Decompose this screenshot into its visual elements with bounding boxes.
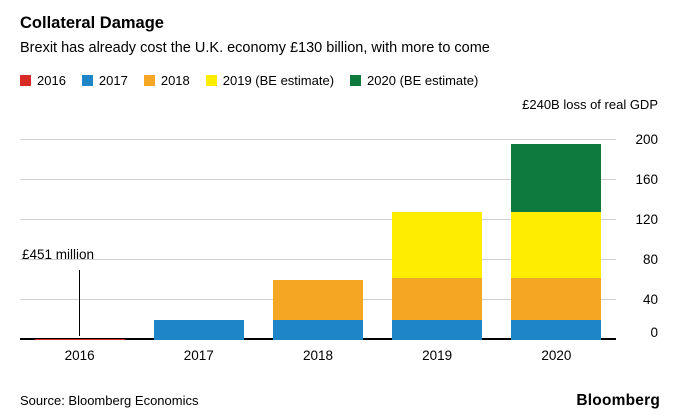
bar-segment-2017 bbox=[392, 320, 483, 340]
bar-segment-2018 bbox=[392, 278, 483, 320]
x-axis-spacer bbox=[616, 348, 660, 363]
y-tick-label: 200 bbox=[635, 132, 658, 147]
y-tick-label: 160 bbox=[635, 172, 658, 187]
y-axis: 0 40 80 120 160 200 bbox=[616, 132, 660, 340]
gridline bbox=[20, 259, 616, 260]
legend-label: 2018 bbox=[160, 73, 190, 88]
x-tick-label-2020: 2020 bbox=[541, 348, 572, 363]
legend-swatch bbox=[205, 75, 217, 86]
chart-subtitle: Brexit has already cost the U.K. economy… bbox=[20, 40, 490, 56]
bar-segment-2019 bbox=[392, 212, 483, 278]
gridline bbox=[20, 179, 616, 180]
bar-segment-2017 bbox=[153, 320, 244, 340]
callout-label: £451 million bbox=[22, 247, 95, 262]
legend-swatch bbox=[350, 75, 362, 86]
x-axis: 2016 2017 2018 2019 2020 bbox=[20, 348, 660, 363]
bloomberg-logo: Bloomberg bbox=[576, 392, 660, 409]
bar-segment-2020 bbox=[511, 144, 602, 212]
y-tick-label: 80 bbox=[642, 252, 658, 267]
x-tick-label-2019: 2019 bbox=[422, 348, 453, 363]
bar-2018 bbox=[272, 280, 363, 340]
legend-item-2017: 2017 bbox=[81, 73, 128, 88]
callout-line bbox=[79, 270, 80, 336]
plot-area: £451 million bbox=[20, 132, 616, 340]
bar-2019 bbox=[392, 212, 483, 340]
source-text: Source: Bloomberg Economics bbox=[20, 393, 199, 408]
y-axis-title: £240B loss of real GDP bbox=[522, 97, 658, 112]
legend-item-2016: 2016 bbox=[20, 73, 66, 88]
legend-label: 2019 (BE estimate) bbox=[222, 73, 335, 88]
bar-segment-2018 bbox=[511, 278, 602, 320]
y-tick-label: 120 bbox=[635, 212, 658, 227]
bar-2016 bbox=[34, 339, 125, 340]
x-axis-labels: 2016 2017 2018 2019 2020 bbox=[20, 348, 616, 363]
bar-2020 bbox=[511, 144, 602, 340]
legend-label: 2020 (BE estimate) bbox=[367, 73, 479, 88]
bar-segment-2017 bbox=[272, 320, 363, 340]
x-tick-label-2016: 2016 bbox=[64, 348, 95, 363]
legend-swatch bbox=[20, 75, 31, 86]
y-tick-label: 40 bbox=[642, 292, 658, 307]
chart-area: £451 million 0 40 80 120 160 200 bbox=[20, 132, 660, 340]
gridline bbox=[20, 139, 616, 140]
legend-label: 2016 bbox=[37, 73, 66, 88]
y-tick-label: 0 bbox=[650, 325, 658, 340]
legend-swatch bbox=[81, 75, 93, 86]
page-title: Collateral Damage bbox=[20, 14, 164, 32]
x-tick-label-2017: 2017 bbox=[183, 348, 214, 363]
x-tick-label-2018: 2018 bbox=[302, 348, 333, 363]
bar-segment-2017 bbox=[511, 320, 602, 340]
bar-segment-2016 bbox=[34, 339, 125, 340]
gridline bbox=[20, 219, 616, 220]
bars bbox=[20, 132, 616, 340]
legend-item-2020: 2020 (BE estimate) bbox=[350, 73, 478, 88]
legend-label: 2017 bbox=[98, 73, 128, 88]
bar-segment-2018 bbox=[272, 280, 363, 320]
legend: 2016 2017 2018 2019 (BE estimate) 2020 (BE e… bbox=[20, 73, 660, 88]
footer: Source: Bloomberg Economics Bloomberg bbox=[20, 392, 660, 410]
legend-item-2018: 2018 bbox=[143, 73, 190, 88]
legend-swatch bbox=[143, 75, 155, 86]
bar-segment-2019 bbox=[511, 212, 602, 278]
legend-item-2019: 2019 (BE estimate) bbox=[205, 73, 335, 88]
bar-2017 bbox=[153, 320, 244, 340]
